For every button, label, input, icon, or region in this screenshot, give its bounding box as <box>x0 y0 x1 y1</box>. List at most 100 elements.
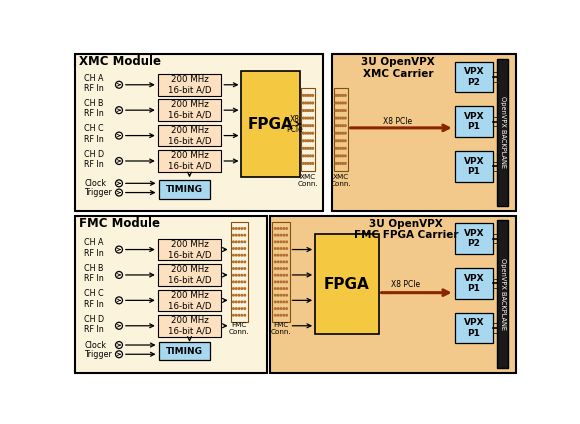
Bar <box>332 54 516 211</box>
Circle shape <box>244 274 245 276</box>
Circle shape <box>283 268 285 269</box>
Circle shape <box>238 261 240 262</box>
Circle shape <box>241 274 243 276</box>
Circle shape <box>241 308 243 310</box>
Circle shape <box>238 228 240 229</box>
Circle shape <box>235 294 237 296</box>
Circle shape <box>303 155 304 157</box>
Circle shape <box>305 140 307 142</box>
Circle shape <box>340 140 342 142</box>
Circle shape <box>233 294 234 296</box>
Text: CH C
RF In: CH C RF In <box>84 124 104 144</box>
Circle shape <box>303 140 304 142</box>
Circle shape <box>342 132 344 134</box>
Text: FPGA: FPGA <box>248 117 294 131</box>
Text: TIMING: TIMING <box>166 347 202 356</box>
Text: X8 PCIe: X8 PCIe <box>383 117 412 126</box>
Circle shape <box>283 281 285 283</box>
Circle shape <box>312 125 314 126</box>
Circle shape <box>283 254 285 256</box>
Bar <box>497 59 508 206</box>
Circle shape <box>241 248 243 249</box>
Circle shape <box>244 281 245 283</box>
Circle shape <box>233 301 234 303</box>
Circle shape <box>335 162 337 164</box>
Text: OpenVPX BACKPLANE: OpenVPX BACKPLANE <box>499 97 506 168</box>
Circle shape <box>280 241 282 243</box>
Bar <box>158 99 222 121</box>
Bar <box>455 106 494 137</box>
Circle shape <box>312 102 314 104</box>
Text: Trigger: Trigger <box>84 188 112 197</box>
Circle shape <box>312 162 314 164</box>
Circle shape <box>342 125 344 126</box>
Circle shape <box>280 254 282 256</box>
Circle shape <box>307 132 309 134</box>
Circle shape <box>238 268 240 269</box>
Text: VPX
P1: VPX P1 <box>463 112 484 131</box>
Circle shape <box>244 248 245 249</box>
Bar <box>158 264 222 286</box>
Text: 200 MHz
16-bit A/D: 200 MHz 16-bit A/D <box>168 240 211 259</box>
Circle shape <box>335 117 337 119</box>
Circle shape <box>235 308 237 310</box>
Circle shape <box>244 261 245 262</box>
Circle shape <box>283 248 285 249</box>
Text: CH D
RF In: CH D RF In <box>84 150 104 169</box>
Circle shape <box>342 102 344 104</box>
Circle shape <box>235 234 237 236</box>
Text: 200 MHz
16-bit A/D: 200 MHz 16-bit A/D <box>168 75 211 95</box>
Circle shape <box>338 132 339 134</box>
Circle shape <box>283 294 285 296</box>
Bar <box>158 180 210 199</box>
Circle shape <box>312 132 314 134</box>
Circle shape <box>238 248 240 249</box>
Circle shape <box>312 95 314 96</box>
Circle shape <box>274 308 276 310</box>
Text: VPX
P2: VPX P2 <box>463 229 484 248</box>
Circle shape <box>274 274 276 276</box>
Circle shape <box>335 125 337 126</box>
Circle shape <box>286 268 288 269</box>
Circle shape <box>277 234 279 236</box>
Circle shape <box>241 254 243 256</box>
Text: FMC
Conn.: FMC Conn. <box>271 321 291 335</box>
Circle shape <box>235 228 237 229</box>
Circle shape <box>307 95 309 96</box>
Circle shape <box>238 308 240 310</box>
Bar <box>455 268 494 299</box>
Circle shape <box>310 117 311 119</box>
Circle shape <box>342 95 344 96</box>
Circle shape <box>338 125 339 126</box>
Circle shape <box>274 294 276 296</box>
Circle shape <box>241 288 243 289</box>
Circle shape <box>274 248 276 249</box>
Circle shape <box>345 155 346 157</box>
Bar <box>158 150 222 172</box>
Circle shape <box>277 261 279 262</box>
Text: Clock: Clock <box>84 340 106 349</box>
Circle shape <box>283 228 285 229</box>
Circle shape <box>277 308 279 310</box>
Circle shape <box>286 315 288 316</box>
Circle shape <box>244 241 245 243</box>
Circle shape <box>310 140 311 142</box>
Circle shape <box>277 241 279 243</box>
Circle shape <box>283 234 285 236</box>
Circle shape <box>238 274 240 276</box>
Circle shape <box>241 234 243 236</box>
Circle shape <box>345 102 346 104</box>
Bar <box>455 61 494 92</box>
Circle shape <box>274 301 276 303</box>
Circle shape <box>241 281 243 283</box>
Circle shape <box>233 281 234 283</box>
Circle shape <box>283 301 285 303</box>
Circle shape <box>277 288 279 289</box>
Circle shape <box>238 315 240 316</box>
Text: 200 MHz
16-bit A/D: 200 MHz 16-bit A/D <box>168 151 211 171</box>
Text: CH B
RF In: CH B RF In <box>84 264 104 283</box>
Circle shape <box>286 274 288 276</box>
Circle shape <box>277 268 279 269</box>
Circle shape <box>286 234 288 236</box>
Circle shape <box>305 117 307 119</box>
